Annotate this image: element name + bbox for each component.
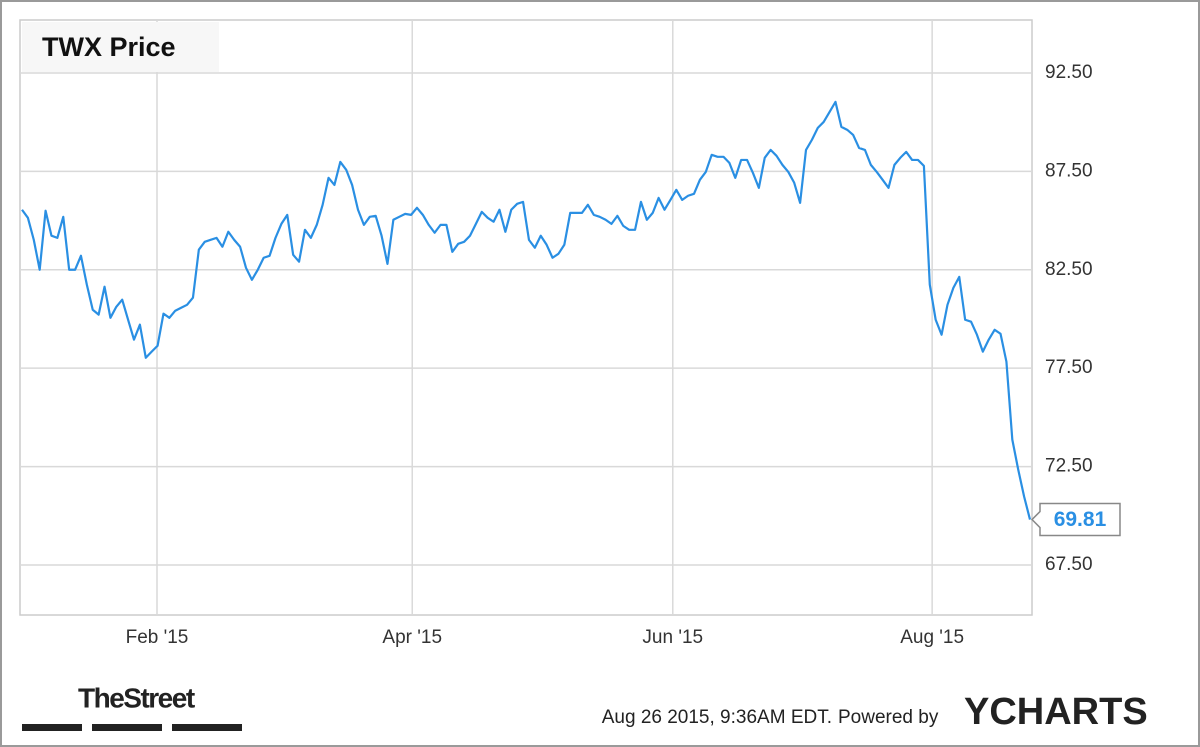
powered-by: Powered by <box>838 707 939 728</box>
grid <box>20 20 1032 615</box>
price-line <box>21 100 1032 520</box>
title-box <box>22 22 219 72</box>
timestamp: Aug 26 2015, 9:36AM EDT. <box>602 707 832 728</box>
y-tick-label: 77.50 <box>1045 357 1093 378</box>
y-tick-label: 67.50 <box>1045 554 1093 575</box>
marks <box>21 100 1032 520</box>
x-tick-label: Aug '15 <box>900 627 964 648</box>
x-tick-label: Apr '15 <box>382 627 442 648</box>
y-tick-label: 72.50 <box>1045 456 1093 477</box>
logo-bar <box>92 724 162 731</box>
publisher-logo: TheStreet <box>78 682 195 713</box>
last-value-label: 69.81 <box>1054 508 1107 531</box>
chart-title: TWX Price <box>42 32 176 62</box>
y-tick-label: 92.50 <box>1045 62 1093 83</box>
y-tick-label: 87.50 <box>1045 160 1093 181</box>
brand-logo: YCHARTS <box>964 691 1148 733</box>
plot-area <box>19 19 1033 616</box>
y-tick-label: 82.50 <box>1045 259 1093 280</box>
logo-bar <box>22 724 82 731</box>
x-tick-label: Jun '15 <box>642 627 703 648</box>
last-value-box <box>1030 502 1121 537</box>
x-tick-label: Feb '15 <box>126 627 189 648</box>
logo-bar <box>172 724 242 731</box>
